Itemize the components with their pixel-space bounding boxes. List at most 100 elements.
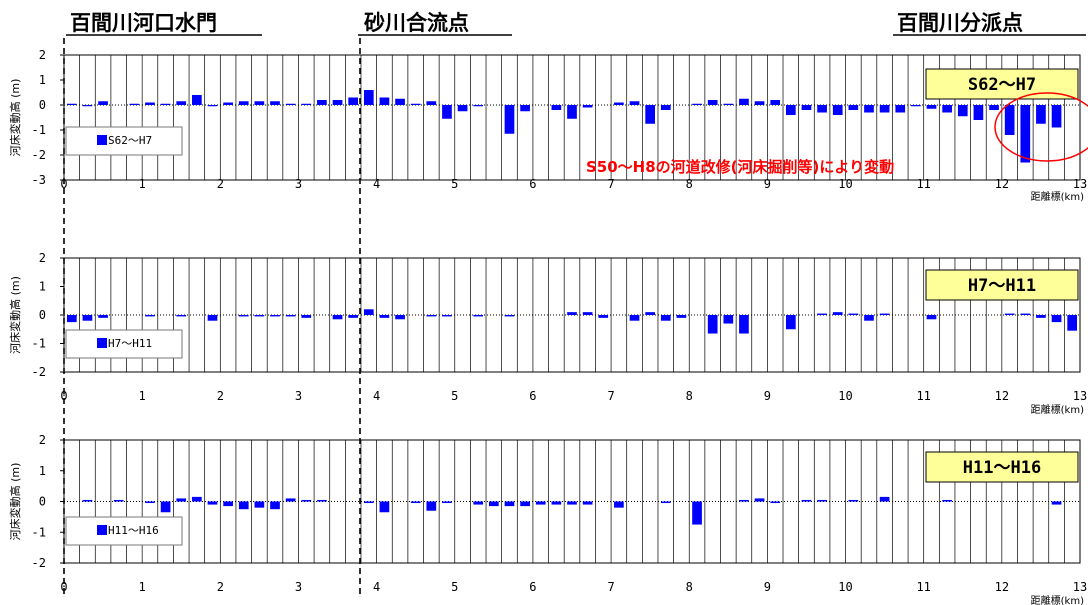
bar	[98, 315, 108, 318]
y-tick-label: -3	[32, 173, 46, 187]
bar	[739, 98, 749, 105]
bar	[567, 105, 577, 119]
y-tick-label: 1	[39, 73, 46, 87]
bar	[129, 103, 140, 105]
legend-swatch	[97, 135, 107, 145]
bar	[817, 313, 827, 315]
bar	[473, 105, 484, 107]
bar	[410, 103, 421, 105]
bar	[176, 101, 187, 105]
legend-swatch	[97, 338, 107, 348]
x-tick-label: 9	[764, 580, 771, 594]
bar	[254, 501, 265, 508]
y-tick-label: -2	[32, 365, 46, 379]
bar	[317, 499, 327, 502]
legend-box	[65, 329, 183, 359]
bar	[660, 105, 671, 110]
legend: S62～H7	[65, 126, 183, 156]
bar	[317, 100, 327, 105]
x-tick-label: 10	[838, 177, 852, 191]
y-tick-label: -2	[32, 556, 46, 570]
y-axis-label: 河床変動高 (m)	[8, 79, 22, 157]
bar	[426, 101, 437, 105]
bar	[238, 101, 249, 105]
bar	[473, 315, 484, 317]
bar	[848, 499, 859, 502]
bar	[442, 501, 452, 504]
bar	[879, 496, 890, 502]
y-tick-label: 0	[39, 495, 46, 509]
bar	[645, 105, 655, 124]
chart-panel-1: 210-1-2-3012345678910111213距離標(km)河床変動高 …	[8, 48, 1087, 203]
bar	[551, 105, 562, 110]
bar	[567, 501, 577, 505]
bar	[66, 103, 77, 105]
bar	[801, 499, 812, 502]
legend-swatch	[97, 525, 107, 535]
x-tick-label: 10	[838, 580, 852, 594]
bar	[332, 100, 343, 105]
bar	[301, 315, 312, 318]
bar	[363, 309, 374, 315]
bar	[1036, 105, 1046, 124]
x-tick-label: 13	[1073, 177, 1087, 191]
bar	[348, 97, 359, 105]
x-tick-label: 6	[529, 580, 536, 594]
bar	[520, 105, 530, 112]
bar	[645, 312, 655, 315]
period-title-box	[925, 451, 1079, 483]
bar	[379, 97, 390, 105]
x-tick-label: 2	[217, 580, 224, 594]
bar	[301, 103, 312, 105]
bar	[535, 501, 546, 505]
y-axis-label: 河床変動高 (m)	[8, 276, 22, 354]
bar	[192, 496, 202, 502]
bar	[660, 315, 671, 321]
bar	[723, 315, 734, 324]
bar	[864, 105, 874, 113]
bar	[1036, 315, 1046, 318]
bar	[785, 315, 796, 330]
y-tick-label: -1	[32, 525, 46, 539]
x-tick-label: 9	[764, 389, 771, 403]
bar	[707, 100, 718, 105]
legend-box	[65, 516, 183, 546]
bar	[692, 103, 702, 105]
bar	[817, 499, 827, 502]
bar	[614, 501, 624, 508]
bar	[145, 102, 155, 105]
bar	[98, 101, 108, 105]
y-tick-label: -1	[32, 123, 46, 137]
bar	[176, 498, 187, 502]
period-title-box	[925, 269, 1079, 301]
x-axis-label: 距離標(km)	[1031, 190, 1084, 203]
x-tick-label: 4	[373, 389, 380, 403]
x-tick-label: 4	[373, 177, 380, 191]
bar	[614, 102, 624, 105]
x-tick-label: 12	[995, 389, 1009, 403]
bar	[504, 105, 515, 134]
bar	[832, 105, 843, 115]
x-tick-label: 13	[1073, 389, 1087, 403]
bar	[395, 315, 405, 320]
bar	[270, 501, 280, 510]
bar	[973, 105, 984, 120]
bar	[66, 315, 77, 323]
x-tick-label: 8	[686, 580, 693, 594]
bar	[801, 105, 812, 110]
x-tick-label: 6	[529, 389, 536, 403]
bar	[82, 315, 93, 321]
bar	[754, 498, 765, 502]
bar	[285, 498, 296, 502]
bar	[1020, 105, 1031, 163]
bar	[723, 103, 734, 105]
bar	[911, 105, 921, 107]
bar	[739, 315, 749, 334]
bar	[348, 315, 359, 318]
bar	[489, 501, 499, 507]
y-tick-label: 2	[39, 48, 46, 62]
bar	[942, 105, 952, 113]
bar	[410, 501, 421, 504]
